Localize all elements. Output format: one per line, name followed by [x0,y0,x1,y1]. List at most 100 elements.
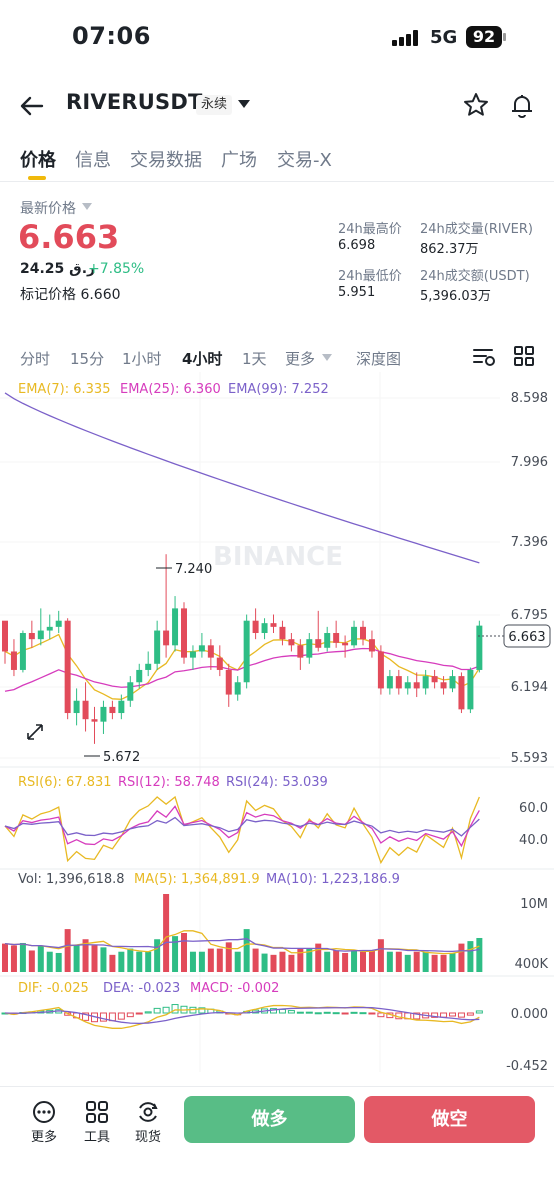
layout-grid-icon[interactable] [514,346,534,366]
interval-more[interactable]: 更多 [285,350,316,368]
volume-bar [234,951,241,972]
macd-bar [341,1012,349,1015]
candle-body [136,669,143,683]
vol-quote-value: 5,396.03万 [420,289,491,304]
candle-body [243,620,250,683]
price-axis-tick: 8.598 [511,391,548,406]
macd-bar [144,1011,152,1014]
volume-bar [172,936,179,972]
candle-body [351,626,358,646]
battery-icon: 92 [466,26,502,48]
high-value: 6.698 [338,238,376,253]
macd-bar [278,1008,286,1014]
candle-body [73,700,80,714]
latest-price-label[interactable]: 最新价格 [20,201,76,217]
macd-bar [457,1012,465,1018]
candlesticks [2,554,483,744]
tab-square[interactable]: 广场 [221,150,257,171]
dif-line [4,1004,480,1029]
ema99-legend: EMA(99): 7.252 [228,382,329,397]
rsi-lines [4,795,480,865]
volume-bar [360,951,366,972]
spot-icon[interactable] [136,1100,160,1124]
candle-body [261,623,268,634]
candle-body [181,608,187,658]
volume-bar [28,950,35,972]
candle-body [440,682,447,689]
candle-body [324,633,331,648]
dea-legend: DEA: -0.023 [103,981,180,996]
nav-tools-label[interactable]: 工具 [83,1130,110,1145]
price-change: +7.85% [88,261,145,277]
interval-1h[interactable]: 1小时 [122,350,162,368]
volume-bar [395,951,402,972]
rsi12-line [4,805,480,848]
candle-body [333,633,340,643]
interval-depth[interactable]: 深度图 [356,350,402,368]
volume-bar [145,951,152,972]
price-axis-tick: 5.593 [511,751,548,766]
high-label: 24h最高价 [338,222,402,237]
current-price-tag [503,624,551,648]
fiat-price: 24.25 ر.ق [20,261,96,277]
rsi-axis-tick: 60.0 [519,801,548,816]
candle-body [342,642,349,646]
volume-bar [351,950,358,972]
ema99-line [4,392,480,564]
volume-bar [37,945,44,972]
macd-bar [440,1012,448,1018]
current-price-tag-text: 6.663 [508,630,545,645]
nav-more-label[interactable]: 更多 [30,1130,57,1145]
chevron-down-icon[interactable] [238,99,250,109]
indicator-settings-icon[interactable] [472,346,496,368]
macd-histogram [1,1004,483,1029]
caret-down-icon[interactable] [82,203,92,211]
volume-bar [315,943,322,972]
interval-15m[interactable]: 15分 [70,350,105,368]
volume-bars [2,894,483,972]
moving-average-lines [4,392,480,700]
volume-bar [288,954,295,972]
mark-price: 标记价格 6.660 [20,284,121,304]
volume-bar [476,937,483,972]
volume-bar [198,951,205,972]
tools-icon[interactable] [85,1100,109,1124]
active-tab-indicator [28,176,46,180]
nav-spot-label[interactable]: 现货 [134,1130,161,1145]
candle-body [413,682,420,689]
candle-body [252,620,259,634]
kline-chart[interactable]: BINANCE EMA(7): 6.335 EMA(25): 6.360 EMA… [0,372,554,1086]
caret-down-icon[interactable] [322,354,332,362]
interval-1d[interactable]: 1天 [242,350,267,368]
symbol-title[interactable]: RIVERUSDT [66,90,203,114]
tab-trading-data[interactable]: 交易数据 [130,150,202,171]
tab-price[interactable]: 价格 [20,150,56,171]
back-arrow-icon[interactable] [18,92,46,120]
candle-body [422,676,429,689]
macd-bar [296,1011,304,1014]
interval-time[interactable]: 分时 [20,350,51,368]
volume-bar [181,933,187,972]
bell-icon[interactable] [508,91,536,119]
volume-bar [413,951,420,972]
candle-body [467,669,474,710]
interval-4h[interactable]: 4小时 [182,350,223,368]
star-icon[interactable] [462,91,490,119]
volume-bar [449,952,456,972]
tab-trade-x[interactable]: 交易-X [277,150,332,171]
short-button[interactable]: 做空 [364,1096,535,1143]
candle-body [28,633,35,640]
candle-body [458,676,465,710]
macd-bar [82,1012,90,1021]
more-dots-icon[interactable] [32,1100,56,1124]
volume-bar [386,951,393,972]
volume-bar [333,950,340,972]
vol-ma10-line [4,938,480,953]
candle-body [431,676,438,683]
expand-icon[interactable] [27,724,43,740]
long-button[interactable]: 做多 [184,1096,355,1143]
tab-info[interactable]: 信息 [75,150,111,171]
volume-bar [458,943,465,972]
macd-bar [431,1012,439,1018]
candle-body [449,676,456,689]
